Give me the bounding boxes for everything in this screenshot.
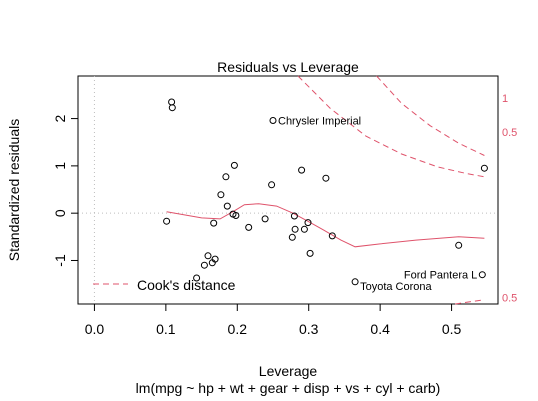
point-label-1: Toyota Corona (360, 281, 432, 293)
point-0 (163, 217, 171, 225)
point-22 (298, 166, 306, 174)
point-27 (328, 232, 336, 240)
x-tick-label-1: 0.1 (156, 321, 176, 337)
point-24 (304, 219, 312, 227)
point-11 (223, 202, 231, 210)
point-18 (269, 117, 277, 124)
point-8 (211, 255, 219, 263)
cooks-curve-1 (297, 75, 485, 178)
cooks-distance-curves (297, 75, 485, 305)
point-1 (168, 98, 176, 106)
legend-label: Cook's distance (137, 277, 236, 293)
chart-title: Residuals vs Leverage (217, 59, 359, 75)
y-tick-label-1: 0 (52, 209, 68, 217)
cooks-edge-label-2: 0.5 (502, 292, 517, 304)
point-3 (193, 274, 201, 282)
point-16 (261, 215, 269, 223)
point-30 (478, 271, 486, 279)
point-19 (288, 233, 296, 241)
points-group (163, 98, 488, 286)
cooks-edge-labels: 1 0.5 0.5 (502, 93, 517, 305)
point-4 (200, 261, 208, 269)
point-26 (322, 174, 330, 182)
cooks-curve-2 (455, 299, 485, 305)
y-tick-label-3: 2 (52, 114, 68, 122)
legend: Cook's distance (93, 277, 236, 293)
y-tick-label-0: -1 (52, 254, 68, 267)
x-tick-label-3: 0.3 (299, 321, 319, 337)
point-7 (210, 219, 218, 227)
point-14 (232, 212, 240, 219)
x-tick-label-0: 0.0 (85, 321, 105, 337)
point-9 (217, 191, 225, 199)
point-21 (291, 225, 299, 233)
point-15 (245, 223, 253, 231)
cooks-curve-0 (376, 75, 485, 156)
point-23 (300, 225, 308, 233)
cooks-edge-label-0: 1 (502, 93, 508, 105)
point-label-0: Chrysler Imperial (278, 116, 361, 128)
y-axis-label: Standardized residuals (6, 119, 22, 261)
x-axis-label: Leverage (259, 363, 318, 379)
cooks-edge-label-1: 0.5 (502, 127, 517, 139)
point-28 (351, 278, 359, 286)
point-31 (480, 164, 488, 172)
point-2 (168, 104, 176, 112)
x-tick-label-2: 0.2 (228, 321, 248, 337)
point-20 (290, 212, 298, 220)
smoother-line (166, 203, 485, 248)
point-5 (204, 252, 212, 260)
x-axis: 0.0 0.1 0.2 0.3 0.4 0.5 (85, 303, 462, 337)
point-13 (230, 161, 238, 169)
point-29 (455, 241, 463, 249)
point-17 (268, 181, 276, 189)
x-tick-label-5: 0.5 (442, 321, 462, 337)
y-tick-label-2: 1 (52, 162, 68, 170)
model-formula: lm(mpg ~ hp + wt + gear + disp + vs + cy… (136, 380, 441, 396)
smoother-line-group (166, 203, 485, 248)
point-label-2: Ford Pantera L (404, 270, 477, 282)
y-axis: -1 0 1 2 (52, 114, 79, 267)
x-tick-label-4: 0.4 (370, 321, 390, 337)
point-25 (306, 249, 314, 257)
point-10 (222, 173, 230, 181)
